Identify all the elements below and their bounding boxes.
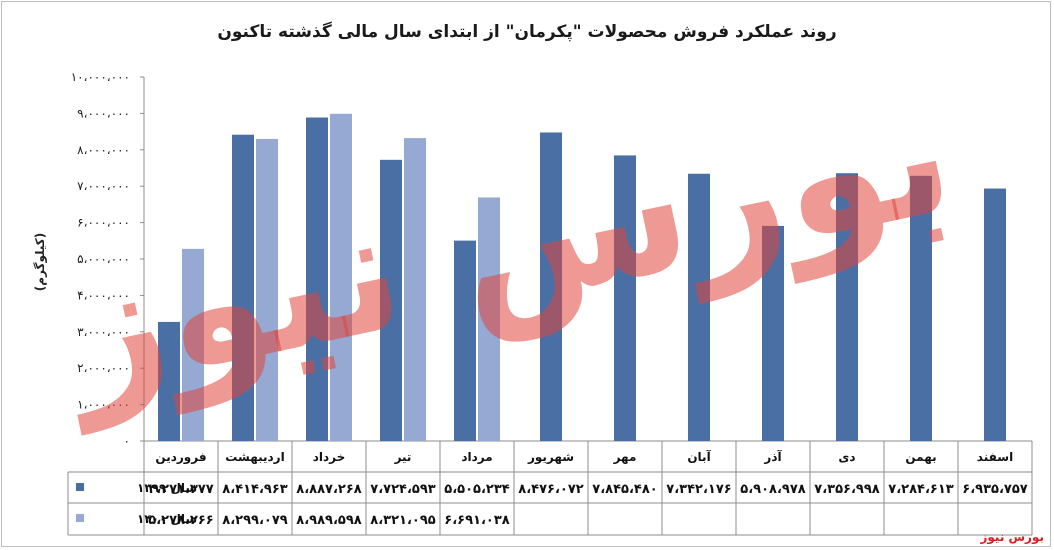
category-label: آذر [763, 449, 782, 464]
bar-1399 [540, 132, 562, 441]
bar-1399 [232, 134, 254, 441]
bar-1399 [158, 321, 180, 441]
y-tick-label: ۱۰،۰۰۰،۰۰۰ [71, 70, 130, 84]
bar-1399 [306, 117, 328, 441]
y-tick-label: ۰ [124, 434, 130, 448]
y-tick-label: ۴،۰۰۰،۰۰۰ [77, 288, 130, 302]
data-table-value: ۷،۲۸۴،۶۱۳ [888, 482, 953, 497]
y-tick-label: ۳،۰۰۰،۰۰۰ [77, 325, 130, 339]
bar-1399 [836, 173, 858, 442]
y-tick-label: ۲،۰۰۰،۰۰۰ [77, 361, 130, 375]
data-table-value: ۶،۶۹۱،۰۳۸ [444, 513, 509, 528]
bar-1399 [984, 188, 1006, 441]
category-label: مرداد [461, 450, 492, 464]
category-label: اردیبهشت [225, 450, 284, 464]
category-label: تیر [394, 450, 412, 464]
data-table-value: ۸،۳۲۱،۰۹۵ [370, 513, 435, 528]
y-tick-label: ۵،۰۰۰،۰۰۰ [77, 252, 130, 266]
data-table-value: ۸،۸۸۷،۲۶۸ [296, 482, 361, 497]
category-label: دی [838, 450, 855, 464]
source-label: بورس نیوز [980, 530, 1044, 544]
data-table-value: ۶،۹۳۵،۷۵۷ [962, 482, 1027, 497]
data-table-value: ۸،۹۸۹،۵۹۸ [296, 513, 361, 528]
data-table-value: ۵،۹۰۸،۹۷۸ [740, 482, 805, 497]
category-label: آبان [687, 449, 711, 464]
category-label: فروردین [155, 450, 206, 465]
category-label: شهریور [527, 450, 574, 465]
data-table-value: ۷،۳۵۶،۹۹۸ [814, 482, 879, 497]
bar-1400 [330, 113, 352, 442]
legend-key [76, 483, 84, 491]
category-label: خرداد [313, 450, 346, 464]
bar-1399 [688, 173, 710, 441]
y-tick-label: ۱،۰۰۰،۰۰۰ [77, 398, 130, 412]
data-table-value: ۷،۷۲۴،۵۹۳ [370, 482, 435, 497]
bar-1400 [478, 197, 500, 441]
bar-1400 [256, 138, 278, 442]
bar-1400 [182, 248, 204, 441]
legend-series-name: سال ۱۴۰۰ [137, 512, 197, 526]
y-tick-label: ۹،۰۰۰،۰۰۰ [77, 106, 130, 120]
y-tick-label: ۷،۰۰۰،۰۰۰ [77, 179, 130, 193]
category-label: مهر [613, 450, 637, 464]
chart-title: روند عملکرد فروش محصولات "پکرمان" از ابت… [217, 22, 837, 42]
data-table-value: ۳،۲۷۱،۳۷۷ [148, 482, 213, 497]
legend-series-name: سال ۱۳۹۹ [137, 481, 197, 495]
data-table-value: ۸،۴۱۴،۹۶۳ [222, 482, 287, 497]
y-tick-label: ۶،۰۰۰،۰۰۰ [77, 216, 130, 230]
bar-1399 [762, 225, 784, 441]
y-tick-label: ۸،۰۰۰،۰۰۰ [77, 143, 130, 157]
data-table-value: ۷،۳۴۲،۱۷۶ [666, 482, 731, 497]
data-table-value: ۷،۸۴۵،۴۸۰ [592, 482, 657, 497]
legend-key [76, 514, 84, 522]
bar-1399 [380, 159, 402, 441]
category-label: بهمن [905, 450, 936, 464]
data-table-value: ۸،۲۹۹،۰۷۹ [222, 513, 287, 528]
bar-1399 [454, 240, 476, 441]
watermark: بورس نیوز [39, 53, 968, 436]
data-table-value: ۵،۵۰۵،۲۳۴ [444, 482, 509, 497]
category-label: اسفند [977, 450, 1013, 464]
data-table-value: ۸،۴۷۶،۰۷۲ [518, 482, 583, 497]
bar-1399 [614, 155, 636, 441]
data-table-value: ۵،۲۷۸،۲۶۶ [148, 513, 213, 528]
bar-1399 [910, 175, 932, 441]
bar-1400 [404, 138, 426, 442]
